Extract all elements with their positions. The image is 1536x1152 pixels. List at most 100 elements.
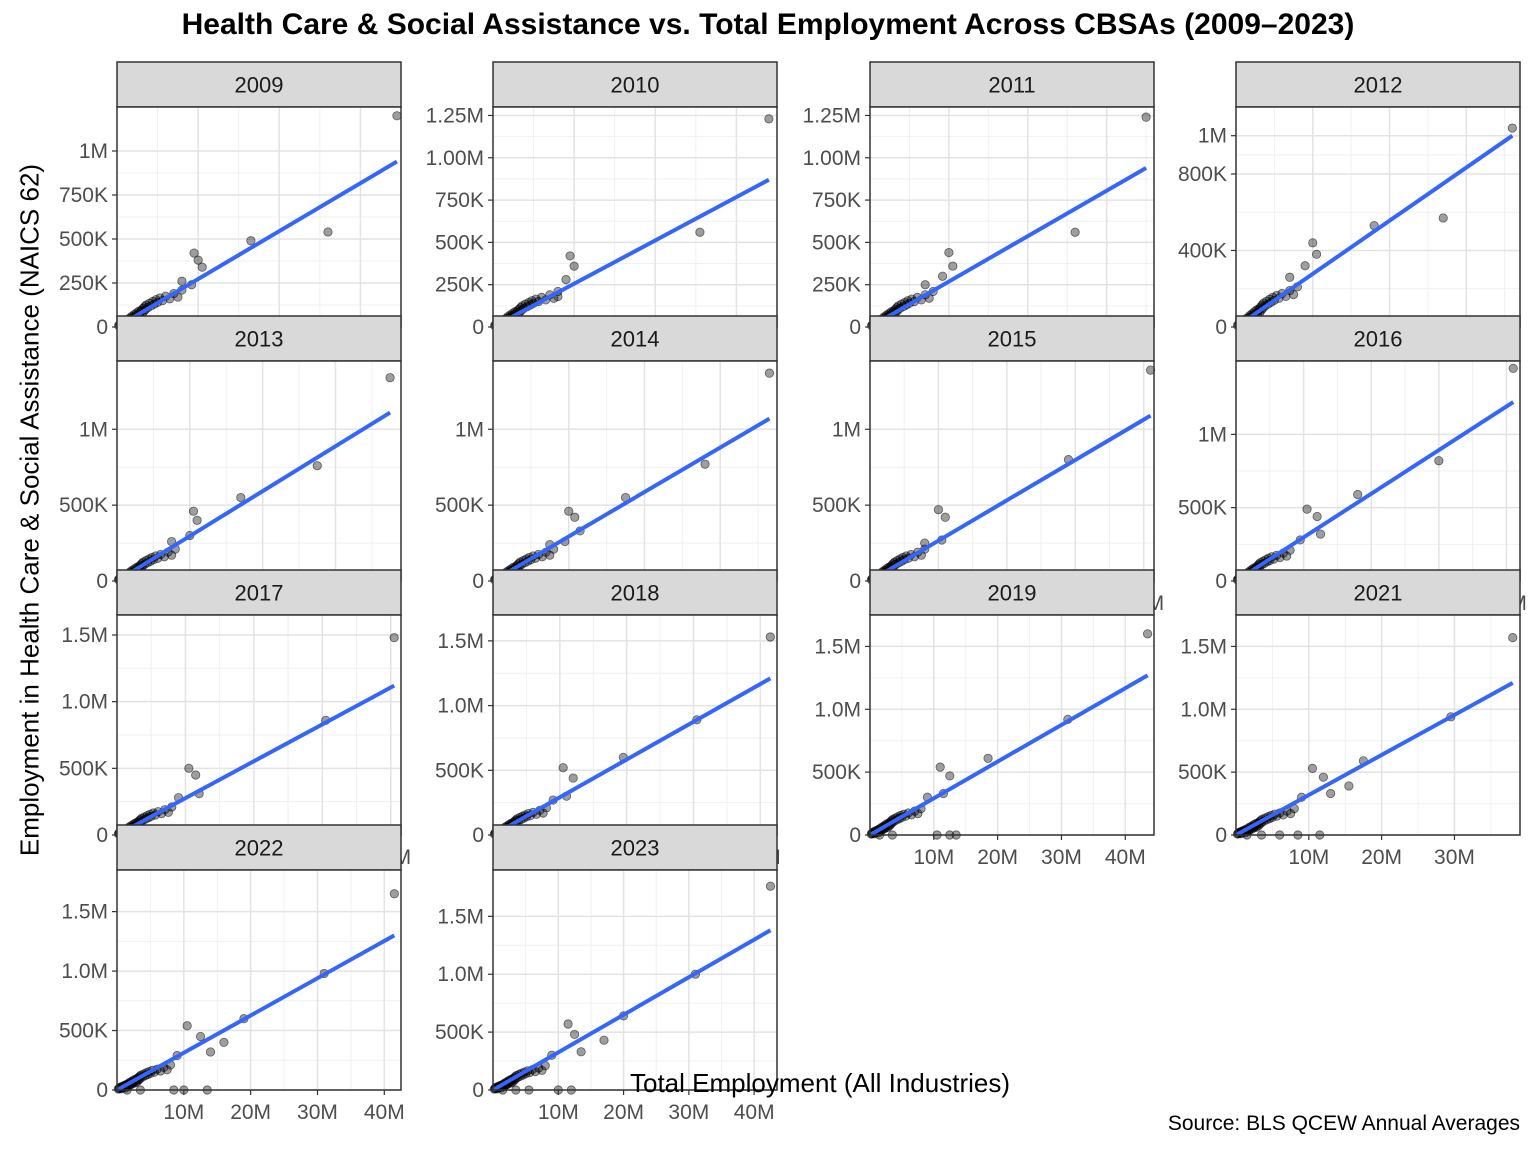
facet-strip	[116, 61, 402, 108]
trend-line	[869, 166, 1148, 329]
panel-border	[116, 869, 402, 1091]
data-point	[197, 262, 207, 272]
data-point	[246, 236, 256, 246]
data-point	[177, 276, 187, 286]
plot-area	[493, 107, 777, 327]
x-tick-label: 20M	[603, 1101, 644, 1124]
facet-strip-label: 2010	[611, 73, 660, 98]
y-tick-label: 500K	[435, 759, 484, 782]
y-tick-label: 0	[849, 316, 861, 339]
data-point	[1308, 238, 1318, 248]
data-point	[182, 1021, 192, 1031]
y-tick-label: 250K	[812, 274, 861, 297]
y-tick-label: 0	[472, 824, 484, 847]
data-point	[568, 773, 578, 783]
x-tick-label: 30M	[1434, 846, 1475, 869]
data-point	[1353, 489, 1363, 500]
y-tick-label: 1M	[79, 418, 108, 441]
data-point	[537, 1065, 547, 1075]
data-point	[1307, 763, 1318, 773]
y-tick-label: 500K	[812, 494, 861, 517]
x-tick-label: 10M	[538, 1101, 579, 1124]
facet-strip-label: 2016	[1354, 327, 1403, 352]
trend-line	[869, 673, 1149, 837]
facet-strip-label: 2023	[611, 836, 660, 861]
y-tick-label: 0	[96, 1079, 108, 1102]
y-tick-label: 500K	[59, 1020, 108, 1043]
facet-panel-2021: 2021 10M 20M 30M 0 500K 1.0M 1.5M	[1178, 569, 1521, 869]
data-point	[1143, 629, 1153, 639]
y-tick-label: 250K	[59, 272, 108, 295]
trend-line	[492, 676, 772, 837]
y-tick-label: 0	[1215, 824, 1227, 847]
y-tick-label: 0	[849, 570, 861, 593]
data-point	[1315, 529, 1326, 539]
y-tick-label: 750K	[812, 189, 861, 212]
data-point	[576, 1047, 586, 1057]
data-point	[1285, 272, 1295, 282]
facet-panel-2022: 2022 10M 20M 30M 40M 0 500K 1.0M 1.5M	[59, 824, 405, 1124]
facet-strip-label: 2019	[988, 581, 1037, 606]
data-point	[312, 461, 322, 471]
data-point	[940, 512, 950, 522]
y-tick-label: 1.5M	[437, 905, 484, 928]
facet-strip-label: 2017	[235, 581, 284, 606]
plot-area	[870, 107, 1154, 327]
facet-strip	[492, 315, 778, 362]
facet-strip	[869, 315, 1155, 362]
data-point	[933, 505, 944, 515]
data-point	[189, 248, 199, 258]
data-point	[570, 1029, 580, 1040]
y-tick-label: 750K	[435, 189, 484, 212]
x-tick-label: 30M	[668, 1101, 709, 1124]
data-point	[1145, 365, 1156, 375]
data-point	[236, 492, 246, 503]
y-tick-label: 500K	[812, 761, 861, 784]
data-point	[764, 114, 774, 124]
data-point	[700, 459, 710, 469]
data-point	[192, 515, 202, 525]
facet-strip	[492, 569, 778, 616]
data-point	[1507, 123, 1517, 133]
data-point	[385, 373, 395, 383]
y-tick-label: 800K	[1178, 163, 1227, 186]
data-point	[392, 111, 402, 121]
plot-area	[117, 361, 401, 581]
y-tick-label: 1M	[79, 140, 108, 163]
y-tick-label: 1.00M	[426, 147, 484, 170]
facet-strip-label: 2014	[611, 327, 660, 352]
plot-area	[493, 615, 777, 835]
facet-strip-label: 2015	[988, 327, 1037, 352]
y-tick-label: 500K	[1178, 497, 1227, 520]
data-point	[937, 271, 948, 281]
x-tick-label: 10M	[913, 846, 954, 869]
y-tick-label: 500K	[59, 757, 108, 780]
trend-line	[1234, 134, 1514, 329]
facet-strip	[116, 569, 402, 616]
y-tick-label: 1.5M	[437, 630, 484, 653]
facet-strip-label: 2011	[988, 73, 1035, 98]
facet-panel-2023: 2023 10M 20M 30M 40M 0 500K 1.0M 1.5M	[435, 824, 778, 1124]
data-point	[219, 1037, 229, 1048]
y-axis-label: Employment in Health Care & Social Assis…	[14, 163, 45, 857]
data-point	[565, 251, 575, 261]
data-point	[1288, 289, 1299, 300]
y-tick-label: 1.5M	[61, 624, 108, 647]
y-tick-label: 500K	[812, 231, 861, 254]
x-tick-label: 40M	[1105, 846, 1146, 869]
x-tick-label: 30M	[297, 1101, 338, 1124]
y-tick-label: 250K	[435, 274, 484, 297]
y-tick-label: 1.0M	[814, 698, 861, 721]
x-tick-label: 10M	[163, 1101, 204, 1124]
trend-line	[491, 416, 771, 583]
y-tick-label: 0	[472, 316, 484, 339]
y-tick-label: 0	[96, 316, 108, 339]
facet-strip	[1235, 61, 1521, 108]
data-point	[195, 1031, 206, 1042]
trend-line	[492, 928, 772, 1092]
y-tick-label: 0	[472, 570, 484, 593]
facet-panel-2018: 201810M20M30M40M0500K1.0M1.5M	[435, 569, 781, 869]
trend-line	[116, 683, 396, 837]
facet-strip-label: 2013	[235, 327, 284, 352]
